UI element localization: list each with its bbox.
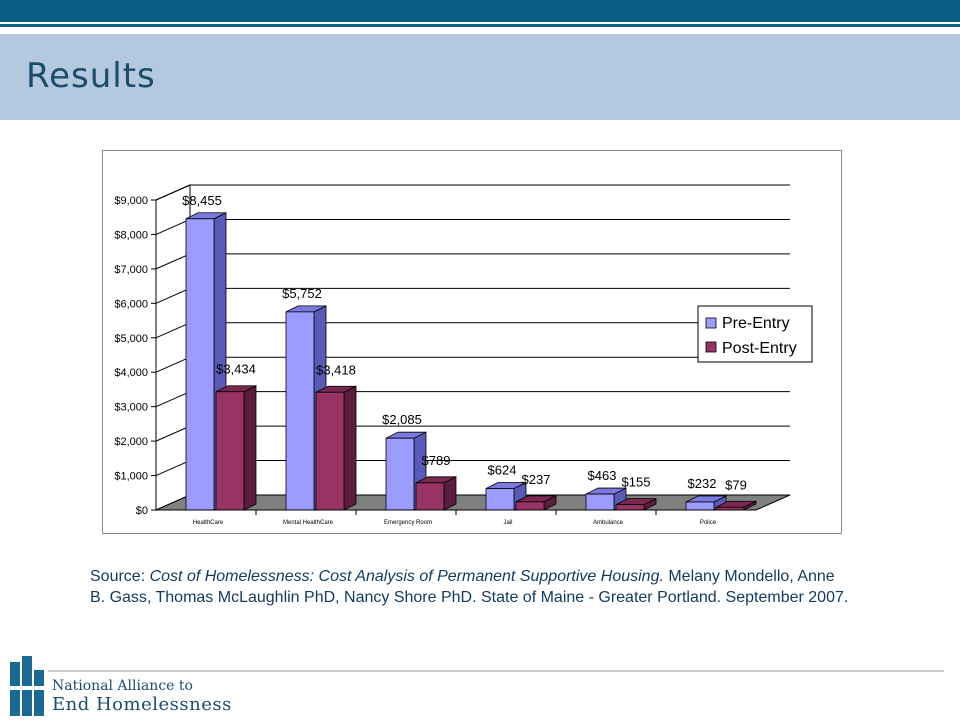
gridline-side bbox=[155, 425, 191, 442]
y-tick-label: $4,000 bbox=[114, 367, 148, 379]
y-tick-label: $8,000 bbox=[114, 229, 148, 241]
data-label-post-entry: $3,434 bbox=[216, 362, 256, 377]
bar-post-entry-side bbox=[243, 385, 257, 511]
y-tick-label: $7,000 bbox=[114, 264, 148, 276]
x-tick-label: Ambulance bbox=[593, 520, 624, 526]
bar-post-entry bbox=[215, 391, 245, 511]
legend-swatch-pre-entry bbox=[705, 317, 717, 329]
data-label-pre-entry: $624 bbox=[488, 463, 517, 478]
y-tick-label: $6,000 bbox=[114, 298, 148, 310]
gridline-side bbox=[155, 287, 191, 304]
x-tick-label: Police bbox=[700, 520, 717, 526]
bar-pre-entry bbox=[285, 311, 315, 511]
bar-pre-entry bbox=[585, 493, 615, 511]
legend-swatch-post-entry bbox=[705, 341, 717, 353]
y-tick-label: $1,000 bbox=[114, 471, 148, 483]
data-label-post-entry: $79 bbox=[725, 477, 747, 492]
gridline-side bbox=[155, 460, 191, 477]
bar-chart: $0 $1,000 $2,000 $3,000 $4,000 $5,000 $6,000 $7… bbox=[114, 184, 813, 526]
data-label-pre-entry: $232 bbox=[688, 476, 717, 491]
y-tick-label: $2,000 bbox=[114, 436, 148, 448]
top-bar bbox=[0, 0, 960, 22]
bar-post-entry bbox=[315, 391, 345, 511]
legend-label-post-entry: Post-Entry bbox=[722, 340, 797, 357]
bar-post-entry-side bbox=[343, 385, 357, 511]
gridline-side bbox=[155, 184, 191, 201]
footer-rule bbox=[48, 670, 944, 672]
x-tick-label: Jail bbox=[503, 520, 512, 526]
source-details: Melany Mondello, Anne B. Gass, Thomas Mc… bbox=[90, 568, 849, 606]
data-label-pre-entry: $463 bbox=[588, 468, 617, 483]
gridline-side bbox=[155, 322, 191, 339]
header-band bbox=[0, 34, 960, 120]
y-tick-label: $0 bbox=[136, 505, 148, 517]
gridline-side bbox=[155, 356, 191, 373]
x-tick-label: Emergency Room bbox=[384, 520, 432, 526]
gridline-side bbox=[155, 218, 191, 235]
data-label-pre-entry: $8,455 bbox=[182, 193, 222, 208]
data-label-post-entry: $789 bbox=[422, 453, 451, 468]
bar-post-entry bbox=[515, 501, 545, 511]
x-tick-label: HealthCare bbox=[193, 520, 224, 526]
logo-line-1: National Alliance to bbox=[52, 678, 193, 694]
data-label-post-entry: $237 bbox=[522, 472, 551, 487]
y-tick-label: $9,000 bbox=[114, 195, 148, 207]
bar-post-entry bbox=[615, 504, 645, 511]
gridline-side bbox=[155, 391, 191, 408]
bar-pre-entry bbox=[685, 501, 715, 511]
slide-title: Results bbox=[26, 56, 156, 96]
x-tick-label: Mental HealthCare bbox=[283, 520, 334, 526]
data-label-post-entry: $3,418 bbox=[316, 362, 356, 377]
gridline-side bbox=[155, 253, 191, 270]
alliance-logo-icon bbox=[10, 656, 44, 716]
logo-line-2: End Homelessness bbox=[52, 694, 232, 715]
source-title: Cost of Homelessness: Cost Analysis of P… bbox=[149, 568, 664, 585]
data-label-pre-entry: $2,085 bbox=[382, 412, 422, 427]
bar-pre-entry bbox=[385, 437, 415, 511]
legend-label-pre-entry: Pre-Entry bbox=[722, 315, 790, 332]
data-label-pre-entry: $5,752 bbox=[282, 286, 322, 301]
left-wall bbox=[155, 184, 191, 511]
source-prefix: Source: bbox=[90, 568, 150, 585]
source-citation: Source: Cost of Homelessness: Cost Analy… bbox=[90, 566, 850, 608]
y-tick-label: $5,000 bbox=[114, 333, 148, 345]
bar-post-entry bbox=[415, 482, 445, 511]
y-tick-label: $3,000 bbox=[114, 402, 148, 414]
legend-box bbox=[697, 305, 813, 363]
top-rule bbox=[0, 24, 960, 27]
bar-pre-entry bbox=[185, 218, 215, 511]
data-label-post-entry: $155 bbox=[622, 475, 651, 490]
bar-pre-entry bbox=[485, 488, 515, 511]
